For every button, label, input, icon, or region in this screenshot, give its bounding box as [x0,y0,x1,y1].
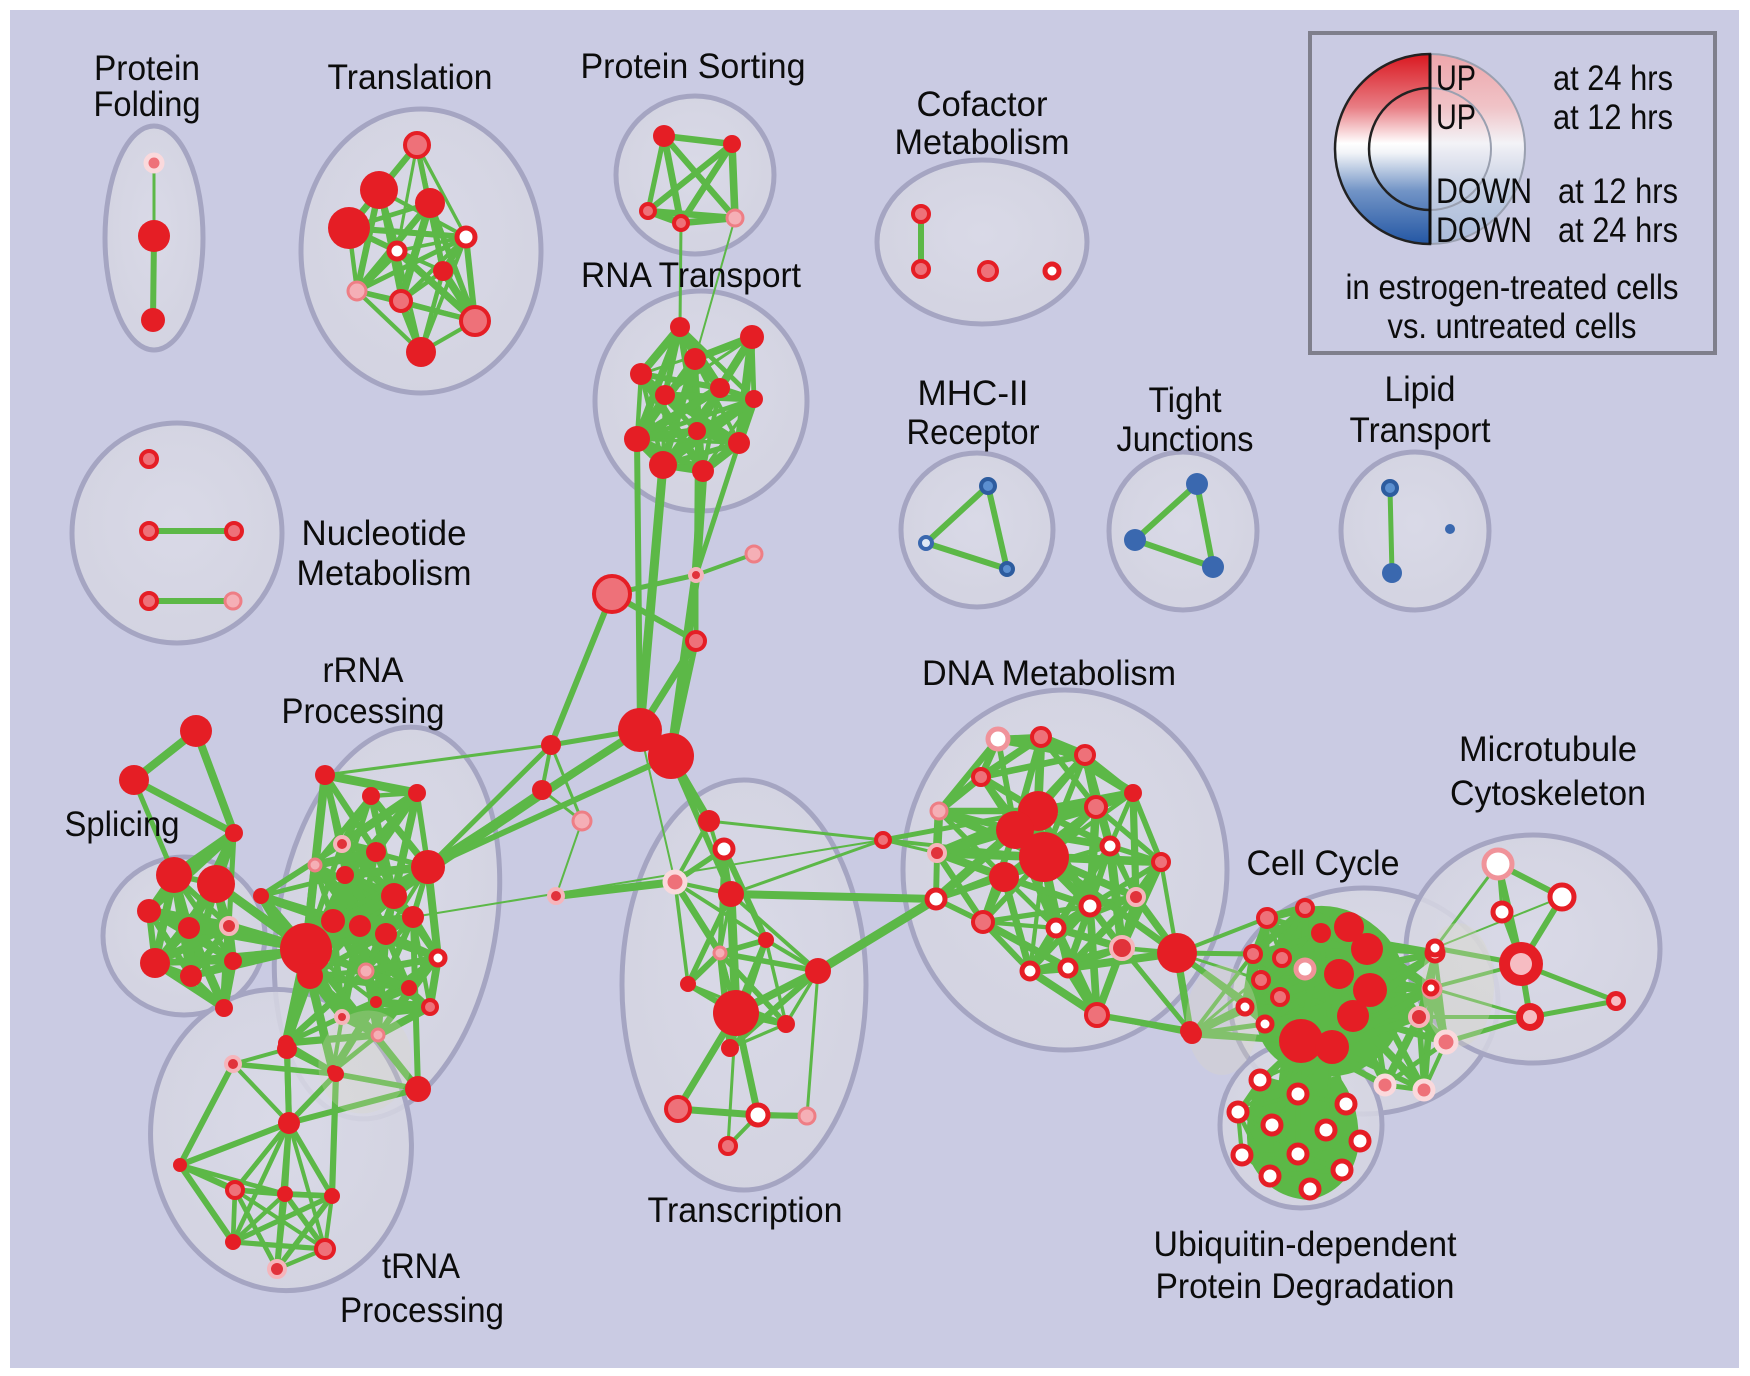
svg-text:RNA Transport: RNA Transport [581,256,801,295]
svg-text:Cell Cycle: Cell Cycle [1247,844,1400,883]
svg-text:UP: UP [1436,98,1476,137]
svg-text:Cytoskeleton: Cytoskeleton [1450,774,1646,813]
svg-text:DOWN: DOWN [1436,172,1532,211]
svg-text:Nucleotide: Nucleotide [302,514,467,553]
svg-text:Transport: Transport [1350,411,1491,450]
svg-text:Receptor: Receptor [907,413,1040,452]
svg-text:Folding: Folding [94,85,201,124]
svg-text:Lipid: Lipid [1385,370,1456,409]
svg-text:Protein Sorting: Protein Sorting [581,47,806,86]
svg-text:vs. untreated cells: vs. untreated cells [1388,307,1637,346]
svg-text:Metabolism: Metabolism [297,554,472,593]
svg-text:rRNA: rRNA [323,651,405,690]
svg-text:Processing: Processing [282,692,445,731]
svg-text:Translation: Translation [328,58,493,97]
svg-text:MHC-II: MHC-II [918,374,1029,413]
svg-text:tRNA: tRNA [382,1247,461,1286]
svg-text:Protein Degradation: Protein Degradation [1156,1267,1455,1306]
svg-text:Transcription: Transcription [648,1191,843,1230]
svg-text:UP: UP [1436,59,1476,98]
svg-text:in estrogen-treated cells: in estrogen-treated cells [1346,268,1679,307]
svg-text:DNA Metabolism: DNA Metabolism [922,654,1176,693]
svg-text:Cofactor: Cofactor [917,85,1048,124]
svg-text:Processing: Processing [340,1291,504,1330]
svg-text:DOWN: DOWN [1436,211,1532,250]
svg-text:Splicing: Splicing [65,805,180,844]
svg-text:at 12 hrs: at 12 hrs [1558,172,1678,211]
svg-text:Tight: Tight [1149,381,1222,420]
svg-text:Metabolism: Metabolism [895,123,1070,162]
svg-text:Protein: Protein [94,49,200,88]
svg-text:Junctions: Junctions [1117,420,1254,459]
svg-text:Microtubule: Microtubule [1459,730,1637,769]
svg-text:at 24 hrs: at 24 hrs [1553,59,1673,98]
svg-text:Ubiquitin-dependent: Ubiquitin-dependent [1154,1225,1457,1264]
svg-text:at 24 hrs: at 24 hrs [1558,211,1678,250]
svg-text:at 12 hrs: at 12 hrs [1553,98,1673,137]
